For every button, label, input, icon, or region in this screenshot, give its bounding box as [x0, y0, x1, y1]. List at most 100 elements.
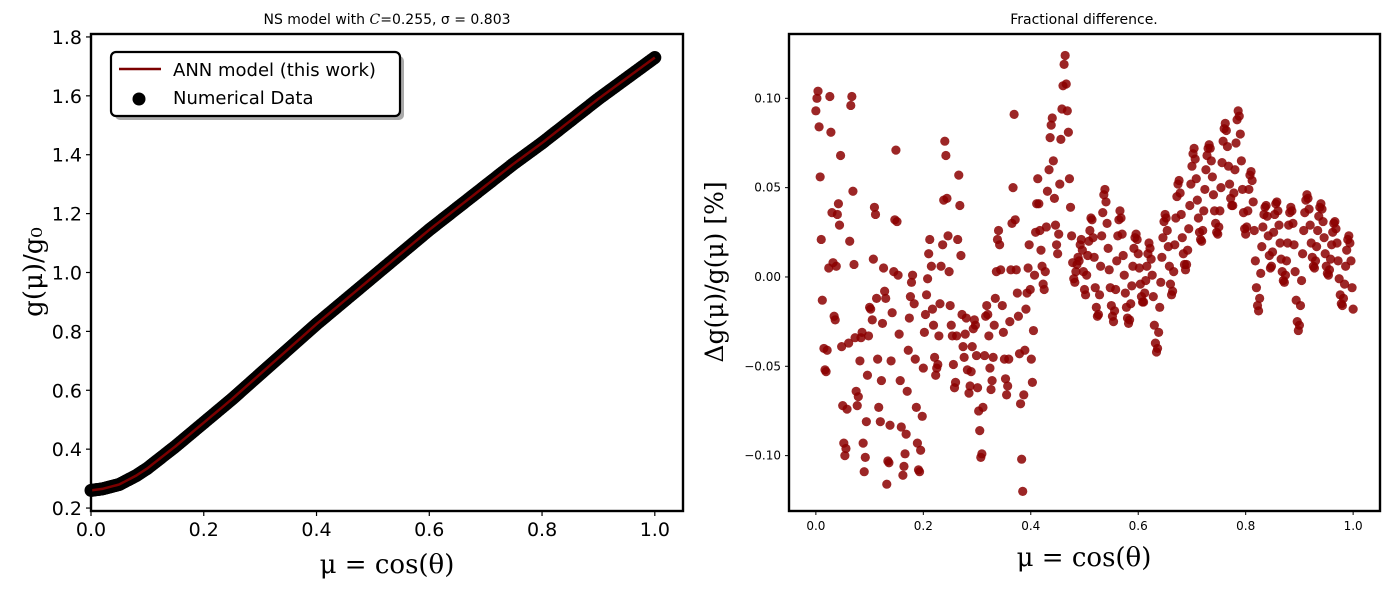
right-ytick-label: 0.05 — [754, 181, 781, 195]
difference-point — [822, 345, 832, 355]
difference-point — [959, 352, 969, 362]
difference-point — [1085, 225, 1095, 236]
difference-point — [898, 470, 908, 480]
difference-point — [1181, 259, 1192, 270]
difference-point — [997, 300, 1007, 311]
difference-point — [1289, 240, 1299, 250]
difference-point — [835, 150, 846, 161]
difference-point — [877, 318, 888, 329]
difference-point — [1158, 233, 1168, 243]
difference-point — [1100, 184, 1110, 195]
difference-point — [1246, 166, 1256, 177]
difference-point — [881, 293, 891, 304]
difference-point — [1126, 299, 1136, 309]
difference-point — [1250, 256, 1260, 266]
difference-point — [1244, 184, 1254, 195]
difference-point — [1004, 354, 1014, 364]
difference-point — [1055, 179, 1065, 189]
difference-point — [1108, 317, 1119, 327]
difference-point — [1119, 270, 1129, 280]
difference-point — [885, 420, 895, 430]
difference-point — [841, 443, 851, 454]
difference-point — [1161, 213, 1171, 223]
difference-point — [1317, 204, 1327, 214]
difference-point — [1020, 345, 1030, 355]
difference-point — [1287, 206, 1297, 216]
difference-point — [1267, 247, 1278, 257]
difference-point — [928, 320, 939, 330]
difference-point — [1062, 106, 1072, 116]
difference-point — [1234, 111, 1244, 121]
difference-point — [983, 309, 993, 320]
right-ytick-label: 0.10 — [754, 91, 781, 105]
difference-point — [832, 209, 842, 220]
difference-point — [989, 320, 999, 330]
difference-point — [1288, 218, 1298, 228]
right-xtick-label: 0.0 — [806, 519, 825, 533]
difference-point — [1208, 190, 1219, 200]
difference-point — [945, 300, 955, 311]
difference-point — [853, 392, 863, 402]
difference-point — [876, 375, 887, 386]
difference-point — [1296, 275, 1307, 286]
difference-point — [1198, 225, 1208, 236]
difference-point — [1097, 231, 1107, 241]
difference-point — [918, 363, 928, 373]
difference-point — [878, 263, 889, 273]
difference-point — [1201, 165, 1211, 175]
right-panel: 0.0 0.2 0.4 0.6 0.8 1.0 −0.10 −0.05 0.00 0.05 0.10… — [700, 12, 1382, 573]
left-xtick-label: 0.6 — [414, 519, 444, 541]
difference-point — [1154, 327, 1164, 337]
difference-point — [837, 342, 847, 352]
difference-point — [893, 270, 903, 280]
difference-point — [1042, 186, 1053, 196]
difference-point — [1101, 197, 1111, 207]
difference-point — [1275, 238, 1285, 248]
difference-point — [1176, 209, 1186, 220]
difference-point — [1318, 216, 1328, 227]
difference-point — [1295, 300, 1306, 311]
right-xtick-label: 0.6 — [1129, 519, 1148, 533]
difference-point — [812, 93, 822, 103]
difference-point — [907, 270, 918, 280]
difference-point — [1023, 263, 1033, 273]
difference-point — [1093, 309, 1104, 320]
difference-point — [1041, 222, 1051, 232]
difference-point — [1249, 225, 1259, 236]
difference-point — [1116, 213, 1126, 223]
difference-point — [927, 304, 938, 314]
difference-point — [1346, 256, 1356, 266]
difference-point — [967, 342, 977, 352]
difference-point — [938, 240, 948, 250]
difference-point — [903, 345, 913, 355]
difference-point — [1087, 215, 1097, 225]
difference-point — [941, 150, 951, 161]
difference-point — [972, 383, 983, 393]
difference-point — [1200, 184, 1210, 195]
difference-point — [930, 352, 940, 362]
left-ytick-label: 0.8 — [52, 321, 82, 343]
difference-point — [1313, 225, 1323, 236]
difference-point — [1127, 281, 1137, 291]
difference-point — [1011, 265, 1021, 275]
difference-point — [1125, 315, 1135, 325]
difference-point — [977, 449, 987, 459]
difference-point — [871, 293, 882, 304]
difference-point — [1064, 174, 1075, 184]
difference-point — [849, 259, 859, 270]
right-ytick-label: 0.00 — [754, 270, 781, 284]
difference-point — [848, 186, 858, 196]
difference-point — [1162, 225, 1172, 236]
difference-point — [870, 209, 881, 220]
difference-point — [978, 402, 988, 412]
difference-point — [921, 290, 932, 300]
difference-point — [1305, 220, 1315, 230]
difference-point — [1345, 238, 1355, 248]
difference-point — [1174, 175, 1184, 186]
difference-point — [1325, 254, 1336, 264]
difference-point — [948, 359, 959, 370]
difference-point — [815, 172, 825, 182]
difference-point — [1257, 241, 1267, 252]
difference-point — [986, 384, 996, 395]
difference-point — [920, 309, 931, 320]
